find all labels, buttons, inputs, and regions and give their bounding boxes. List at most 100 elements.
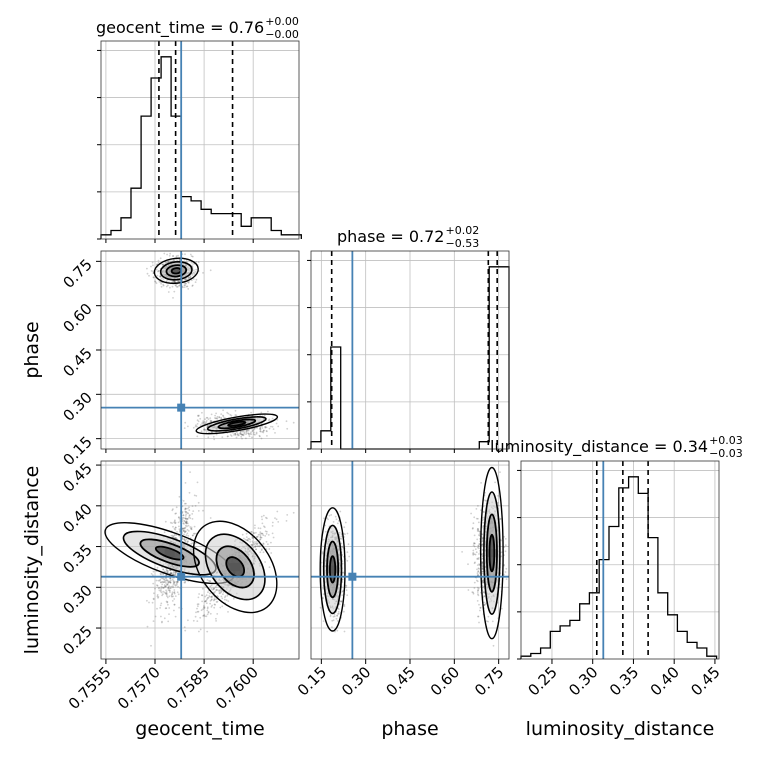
point-1-2-370 bbox=[483, 601, 486, 604]
point-1-2-369 bbox=[478, 603, 480, 606]
point-0-2-972 bbox=[249, 538, 252, 541]
point-0-1-1394 bbox=[168, 255, 171, 257]
point-0-2-263 bbox=[194, 505, 197, 507]
point-0-2-455 bbox=[252, 532, 255, 534]
point-1-2-308 bbox=[333, 613, 336, 616]
xtick-label-luminosity_distance-2: 0.35 bbox=[606, 663, 642, 699]
point-0-1-962 bbox=[241, 430, 244, 433]
point-0-2-54 bbox=[276, 510, 279, 513]
point-0-2-132 bbox=[191, 542, 194, 544]
point-0-1-83 bbox=[212, 435, 215, 438]
point-0-2-1388 bbox=[173, 582, 176, 584]
point-0-2-1154 bbox=[172, 573, 174, 576]
point-0-1-144 bbox=[150, 270, 153, 272]
point-0-1-897 bbox=[167, 261, 170, 263]
point-0-1-563 bbox=[264, 426, 267, 429]
point-0-1-806 bbox=[234, 414, 237, 416]
point-0-2-1002 bbox=[184, 515, 187, 517]
point-0-1-175 bbox=[255, 431, 258, 434]
point-0-2-476 bbox=[271, 525, 274, 527]
point-1-2-307 bbox=[477, 574, 480, 576]
point-0-2-835 bbox=[163, 581, 166, 584]
point-0-2-1163 bbox=[160, 615, 162, 618]
point-0-2-717 bbox=[255, 548, 258, 551]
point-1-2-0 bbox=[492, 644, 495, 647]
point-0-2-825 bbox=[162, 573, 165, 576]
panel-frame-2-2 bbox=[520, 460, 720, 660]
point-0-2-215 bbox=[174, 522, 177, 525]
point-0-2-358 bbox=[183, 538, 186, 541]
point-1-2-698 bbox=[477, 567, 480, 570]
point-1-2-199 bbox=[346, 594, 349, 597]
point-0-2-213 bbox=[186, 518, 189, 520]
point-0-2-924 bbox=[218, 592, 221, 595]
point-0-2-632 bbox=[184, 531, 187, 533]
point-0-1-595 bbox=[270, 425, 272, 428]
point-0-2-665 bbox=[197, 596, 200, 599]
point-1-2-1037 bbox=[472, 552, 474, 555]
point-1-2-875 bbox=[477, 521, 480, 524]
point-0-2-1346 bbox=[267, 534, 270, 536]
point-0-2-1356 bbox=[157, 596, 160, 598]
point-0-2-990 bbox=[175, 537, 178, 540]
point-1-2-241 bbox=[481, 539, 484, 542]
point-0-2-178 bbox=[164, 592, 167, 595]
point-0-2-971 bbox=[162, 593, 164, 596]
point-0-2-846 bbox=[159, 590, 162, 593]
point-1-2-41 bbox=[482, 524, 485, 527]
point-0-1-750 bbox=[220, 416, 223, 419]
point-0-2-602 bbox=[167, 603, 169, 606]
point-0-2-413 bbox=[181, 528, 184, 530]
point-0-2-1113 bbox=[206, 609, 209, 612]
point-0-2-503 bbox=[174, 533, 176, 536]
point-0-1-1218 bbox=[202, 420, 205, 422]
point-0-2-17 bbox=[185, 538, 188, 541]
point-0-2-679 bbox=[174, 536, 177, 539]
point-0-1-838 bbox=[190, 255, 193, 257]
point-0-2-1305 bbox=[158, 579, 161, 582]
point-0-2-1106 bbox=[274, 517, 276, 519]
point-1-2-709 bbox=[485, 500, 487, 502]
point-0-2-1017 bbox=[259, 538, 262, 541]
point-0-1-147 bbox=[209, 417, 212, 419]
point-0-1-253 bbox=[191, 284, 194, 287]
point-1-2-974 bbox=[477, 615, 479, 618]
point-0-2-190 bbox=[184, 526, 187, 529]
point-0-2-851 bbox=[172, 536, 175, 539]
point-0-2-741 bbox=[165, 592, 167, 595]
point-0-1-308 bbox=[206, 424, 209, 427]
point-0-2-28 bbox=[183, 520, 186, 523]
point-0-2-648 bbox=[184, 539, 187, 542]
point-1-2-521 bbox=[322, 597, 324, 600]
point-0-1-875 bbox=[177, 280, 180, 283]
point-1-2-636 bbox=[481, 553, 483, 556]
point-0-1-989 bbox=[260, 437, 263, 440]
point-0-1-1305 bbox=[158, 275, 161, 278]
panel-frame-0-0 bbox=[100, 40, 300, 240]
point-0-1-786 bbox=[239, 430, 242, 433]
point-0-2-450 bbox=[210, 584, 213, 587]
point-1-2-1323 bbox=[481, 538, 484, 540]
point-1-2-463 bbox=[473, 587, 476, 589]
point-1-2-863 bbox=[475, 579, 478, 582]
point-0-2-781 bbox=[209, 596, 212, 598]
point-0-1-1317 bbox=[146, 267, 148, 270]
point-0-2-1215 bbox=[174, 519, 176, 522]
point-0-2-1253 bbox=[264, 530, 267, 533]
point-0-2-255 bbox=[251, 531, 253, 533]
point-0-2-445 bbox=[245, 536, 248, 538]
point-0-2-25 bbox=[162, 581, 165, 584]
xtick-label-luminosity_distance-3: 0.40 bbox=[647, 663, 683, 699]
point-0-2-180 bbox=[227, 611, 229, 613]
point-0-2-1373 bbox=[212, 588, 215, 590]
point-0-1-512 bbox=[156, 274, 159, 277]
point-1-2-953 bbox=[342, 571, 345, 574]
point-0-2-942 bbox=[260, 532, 263, 535]
point-0-2-1046 bbox=[256, 542, 259, 545]
point-0-1-909 bbox=[213, 438, 216, 441]
ytick-label-phase-1: 0.30 bbox=[59, 388, 95, 424]
point-0-1-72 bbox=[193, 272, 196, 275]
panel-bg-2-2 bbox=[521, 461, 719, 659]
point-0-1-54 bbox=[276, 418, 279, 421]
point-1-2-323 bbox=[473, 581, 476, 584]
